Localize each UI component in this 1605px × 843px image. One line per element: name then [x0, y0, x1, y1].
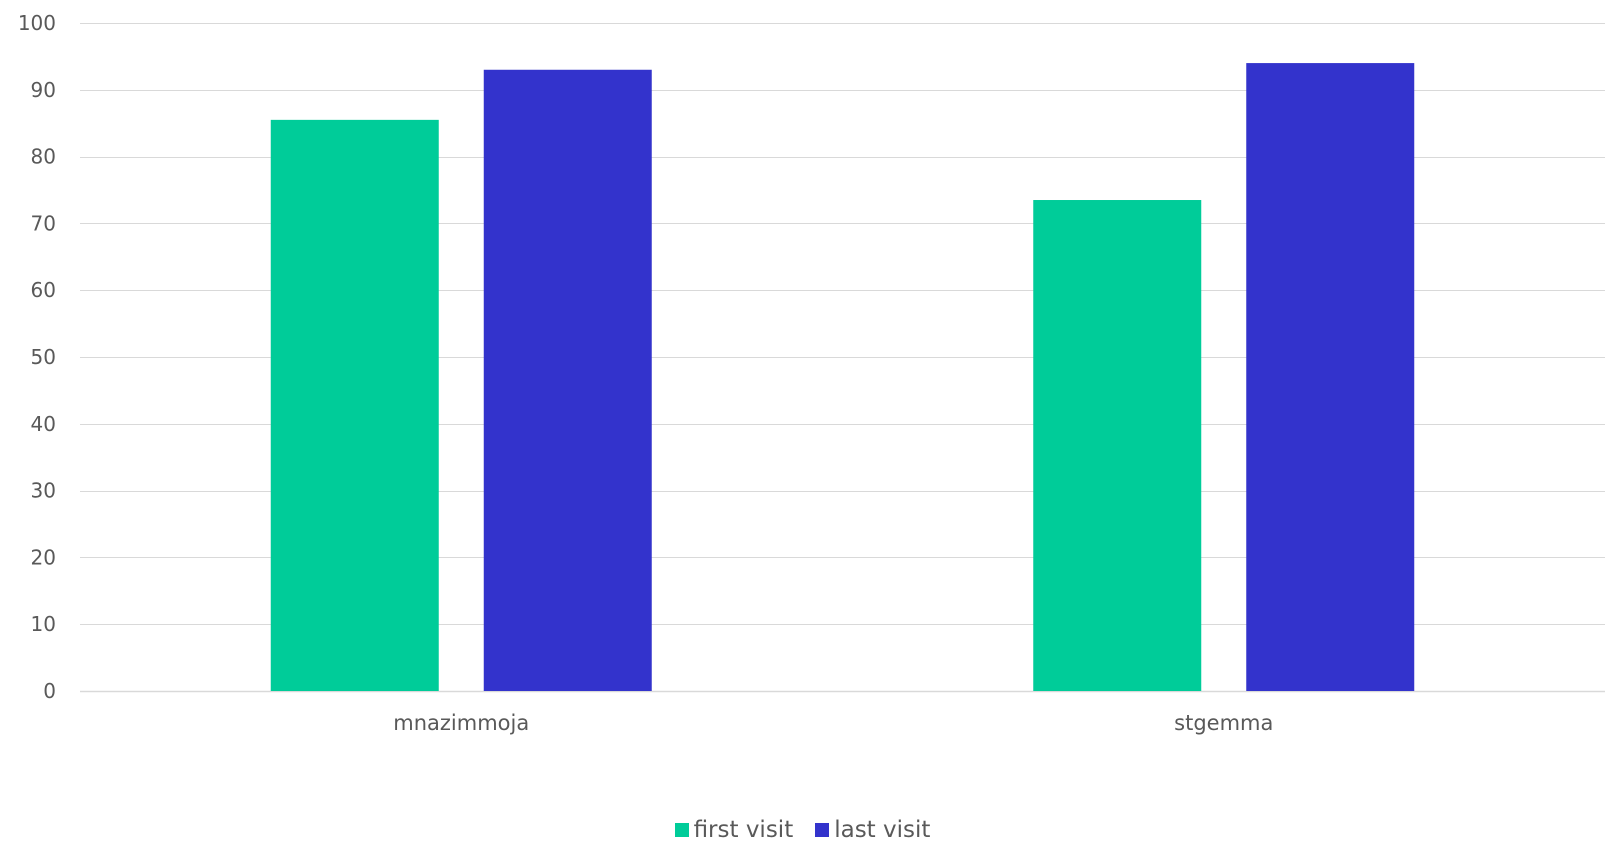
y-tick-label-80: 80	[31, 145, 56, 169]
legend: first visit last visit	[0, 817, 1605, 843]
legend-swatch-first-visit	[674, 823, 689, 837]
legend-label-first-visit: first visit	[693, 817, 794, 843]
legend-label-last-visit: last visit	[834, 817, 931, 843]
y-tick-label-70: 70	[31, 211, 56, 235]
legend-swatch-last-visit	[815, 823, 830, 837]
y-tick-label-0: 0	[43, 679, 56, 703]
legend-item-first-visit: first visit	[674, 817, 794, 843]
y-tick-label-10: 10	[31, 612, 56, 636]
y-tick-label-100: 100	[18, 11, 56, 35]
bar-last-visit-stgemma	[1246, 63, 1415, 691]
y-tick-label-90: 90	[31, 78, 56, 102]
y-tick-label-20: 20	[31, 545, 56, 569]
x-tick-label-mnazimmoja: mnazimmoja	[393, 711, 529, 735]
bar-first-visit-stgemma	[1033, 200, 1202, 691]
legend-item-last-visit: last visit	[815, 817, 930, 843]
y-tick-label-50: 50	[31, 345, 56, 369]
y-tick-label-40: 40	[31, 412, 56, 436]
y-tick-label-30: 30	[31, 479, 56, 503]
bars	[270, 63, 1415, 692]
bar-last-visit-mnazimmoja	[483, 69, 652, 691]
y-axis-ticks: 0 10 20 30 40 50 60 70 80 90 100	[18, 11, 56, 703]
x-axis-labels: mnazimmoja stgemma	[393, 711, 1273, 735]
bar-first-visit-mnazimmoja	[270, 119, 439, 692]
y-tick-label-60: 60	[31, 278, 56, 302]
x-tick-label-stgemma: stgemma	[1174, 711, 1273, 735]
